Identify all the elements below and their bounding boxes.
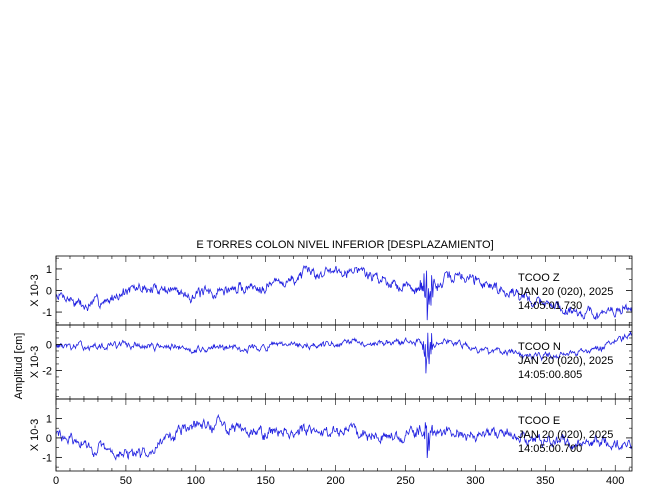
y-tick-label: -1 <box>42 307 52 319</box>
x-tick-label: 100 <box>187 475 205 487</box>
y-tick-label: 0 <box>46 286 52 298</box>
x-tick-label: 150 <box>257 475 275 487</box>
trace-n <box>55 330 633 374</box>
scale-label: X 10-3 <box>29 346 41 378</box>
scale-label: X 10-3 <box>29 274 41 306</box>
x-tick-label: 350 <box>536 475 554 487</box>
y-axis-label: Amplitud [cm] <box>13 333 25 400</box>
panel-frame <box>55 398 633 472</box>
x-tick-label: 300 <box>466 475 484 487</box>
x-tick-label: 50 <box>120 475 132 487</box>
x-tick-label: 0 <box>53 475 59 487</box>
x-axis: 0 50 100 150 200 250 300 350 400 <box>53 475 624 487</box>
station-annotation-line: 14:05:00.700 <box>518 443 582 455</box>
chart-title: E TORRES COLON NIVEL INFERIOR [DESPLAZAM… <box>196 239 493 251</box>
station-annotation-line: 14:05:01.730 <box>518 300 582 312</box>
station-annotation-line: TCOO Z <box>518 272 560 284</box>
y-tick-label: 0 <box>46 339 52 351</box>
y-tick-label: -2 <box>42 365 52 377</box>
x-tick-label: 200 <box>326 475 344 487</box>
panel-n: -2 0 X 10-3 TCOO N JAN 20 (020), 2025 14:05:0… <box>29 324 633 400</box>
station-annotation-line: TCOO N <box>518 341 561 353</box>
station-annotation-line: 14:05:00.805 <box>518 369 582 381</box>
station-annotation-line: TCOO E <box>518 415 560 427</box>
x-tick-label: 400 <box>606 475 624 487</box>
panel-e: -1 0 1 X 10-3 TCOO E JAN 20 (020), 2025 14:05:… <box>29 398 633 472</box>
station-annotation-line: JAN 20 (020), 2025 <box>518 429 613 441</box>
y-tick-label: 0 <box>46 433 52 445</box>
station-annotation-line: JAN 20 (020), 2025 <box>518 355 613 367</box>
panels: -1 0 1 X 10-3 TCOO Z JAN 20 (020), 2025 14:05:… <box>29 255 633 472</box>
panel-z: -1 0 1 X 10-3 TCOO Z JAN 20 (020), 2025 14:05:… <box>29 255 633 326</box>
x-tick-label: 250 <box>396 475 414 487</box>
y-tick-label: 1 <box>46 264 52 276</box>
y-tick-label: -1 <box>42 452 52 464</box>
trace-z <box>55 265 633 321</box>
y-tick-label: 1 <box>46 413 52 425</box>
scale-label: X 10-3 <box>29 419 41 451</box>
trace-e <box>55 413 633 461</box>
station-annotation-line: JAN 20 (020), 2025 <box>518 286 613 298</box>
